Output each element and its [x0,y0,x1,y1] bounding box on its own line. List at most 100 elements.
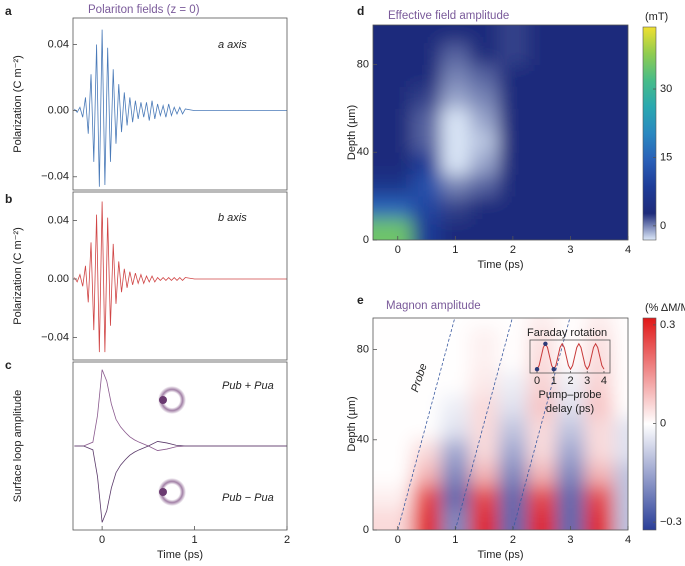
heatmap-cell [412,327,442,351]
heatmap-cell [373,318,413,328]
heatmap-cell [373,108,413,131]
heatmap-cell [469,25,499,44]
chart-title: Faraday rotation [527,327,607,339]
heatmap-cell [469,484,499,508]
line-series [74,441,287,523]
y-axis-label: Polarization (C m⁻²) [12,55,24,153]
colorbar-tick-label: 0 [660,417,666,429]
colorbar [642,317,657,531]
heatmap-cell [613,394,628,418]
point [534,366,540,372]
heatmap-cell [412,372,442,396]
probe-line [397,318,456,530]
x-tick-label: 3 [584,375,590,387]
heatmap-cell [613,152,628,175]
x-tick-label: 0 [395,244,401,256]
colorbar-tick-label: 15 [660,151,672,163]
heatmap-cell [556,394,586,418]
heatmap-cell [613,417,628,441]
panel-letter: e [357,293,364,307]
heatmap-cell [498,174,528,197]
heatmap-cell [527,152,557,175]
heatmap-cell [527,196,557,219]
heatmap-cell [527,108,557,131]
heatmap-cell [373,196,413,219]
y-tick-label: 80 [357,343,369,355]
heatmap-cell [440,174,471,197]
heatmap-cell [498,417,528,441]
heatmap-cell [498,108,528,131]
x-tick-label: 2 [510,244,516,256]
heatmap-cell [498,462,528,486]
chart-title: Polariton fields (z = 0) [88,4,200,16]
series-label: Pub − Pua [222,492,274,504]
heatmap-cell [469,327,499,351]
heatmap-cell [373,25,413,44]
heatmap-cell [469,108,499,131]
heatmap-cell [440,42,471,65]
heatmap-cell [584,439,615,463]
heatmap-cell [498,394,528,418]
heatmap-cell [527,417,557,441]
probe-line [512,318,571,530]
heatmap-cell [584,484,615,508]
series-label: a axis [218,39,247,51]
heatmap-cell [527,394,557,418]
heatmap-cell [556,372,586,396]
point [551,366,556,372]
colorbar-tick-label: 0 [660,220,666,232]
series-label: Pub + Pua [222,380,274,392]
series-label: b axis [218,212,247,224]
y-tick-label: −0.04 [41,331,69,343]
line-series [74,29,287,187]
heatmap-cell [584,327,615,351]
heatmap-cell [613,174,628,197]
heatmap-cell [584,152,615,175]
heatmap-cell [556,108,586,131]
heatmap-cell [412,108,442,131]
heatmap-cell [440,484,471,508]
heatmap-cell [412,64,442,87]
heatmap-cell [613,372,628,396]
probe-line [454,318,513,530]
heatmap-cell [584,64,615,87]
heatmap-cell [584,394,615,418]
heatmap-cell [373,174,413,197]
heatmap-cell [412,130,442,153]
heatmap-cell [440,462,471,486]
heatmap-cell [373,462,413,486]
x-axis-label: Time (ps) [477,259,523,271]
chart-title: Magnon amplitude [386,300,481,312]
heatmap-cell [527,64,557,87]
heatmap-cell [527,86,557,109]
heatmap-cell [373,64,413,87]
heatmap-cell [498,349,528,373]
heatmap-cell [412,394,442,418]
heatmap-cell [469,439,499,463]
y-axis-label: Depth (µm) [346,396,358,451]
loop-icon [158,478,186,506]
heatmap-cell [498,507,528,530]
heatmap-cell [469,417,499,441]
heatmap [373,318,628,530]
heatmap-cell [412,462,442,486]
x-tick-label: 4 [601,375,607,387]
point [543,341,548,347]
heatmap-cell [613,318,628,328]
colorbar-label: (% ΔM/Ms) [645,302,685,314]
x-tick-label: 1 [452,244,458,256]
heatmap-cell [613,439,628,463]
heatmap-cell [527,42,557,65]
heatmap-cell [373,417,413,441]
y-tick-label: 0 [363,524,369,536]
heatmap-cell [373,86,413,109]
heatmap-cell [556,174,586,197]
heatmap-cell [584,86,615,109]
loop-icon [158,386,186,414]
heatmap-cell [613,327,628,351]
plot-area [74,201,287,353]
heatmap-cell [556,64,586,87]
y-tick-label: 80 [357,58,369,70]
axes-frame [72,361,288,531]
heatmap-cell [527,25,557,44]
